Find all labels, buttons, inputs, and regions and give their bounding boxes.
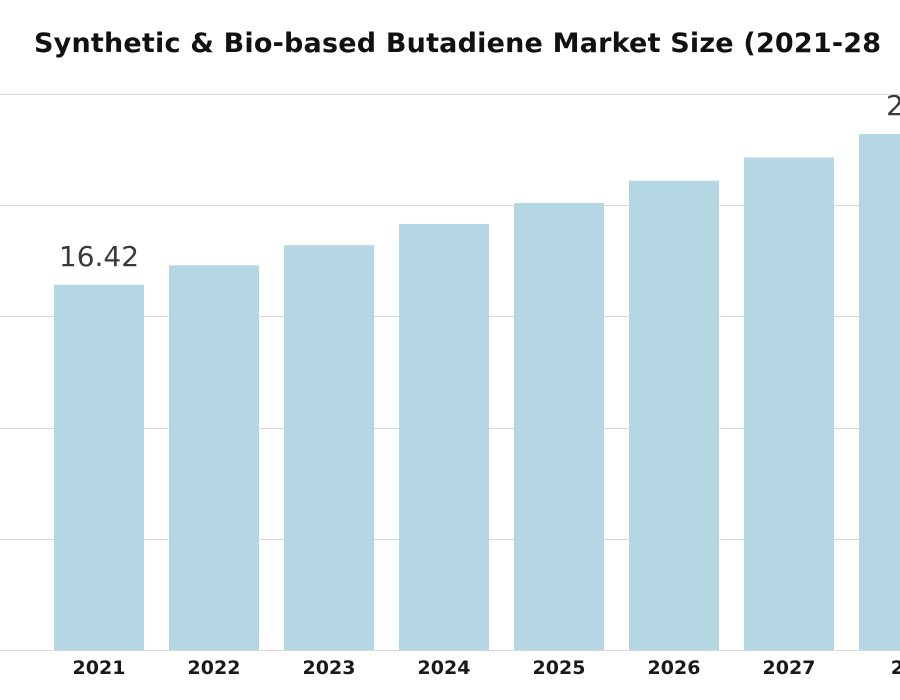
bar-2021 <box>54 284 144 650</box>
bar-2026 <box>629 180 719 650</box>
x-tick-label: 2022 <box>188 657 241 679</box>
x-axis-ticks: 2021 2022 2023 2024 2025 2026 2027 20 <box>73 657 900 679</box>
bars <box>54 134 900 651</box>
x-tick-label: 2027 <box>763 657 816 679</box>
x-tick-label: 2025 <box>533 657 586 679</box>
bar-2027 <box>744 157 834 650</box>
bar-2022 <box>169 265 259 650</box>
bar-2025 <box>514 202 604 650</box>
x-tick-label: 2021 <box>73 657 126 679</box>
bar-2024 <box>399 224 489 650</box>
bar-2023 <box>284 245 374 650</box>
data-labels: 16.42 23 <box>59 89 900 273</box>
data-label: 16.42 <box>59 240 139 273</box>
x-tick-label: 20 <box>891 657 900 679</box>
x-tick-label: 2026 <box>648 657 701 679</box>
x-tick-label: 2024 <box>418 657 471 679</box>
bar-20 <box>859 134 900 651</box>
x-tick-label: 2023 <box>303 657 356 679</box>
chart-title: Synthetic & Bio-based Butadiene Market S… <box>34 28 882 59</box>
data-label: 23 <box>886 89 900 122</box>
